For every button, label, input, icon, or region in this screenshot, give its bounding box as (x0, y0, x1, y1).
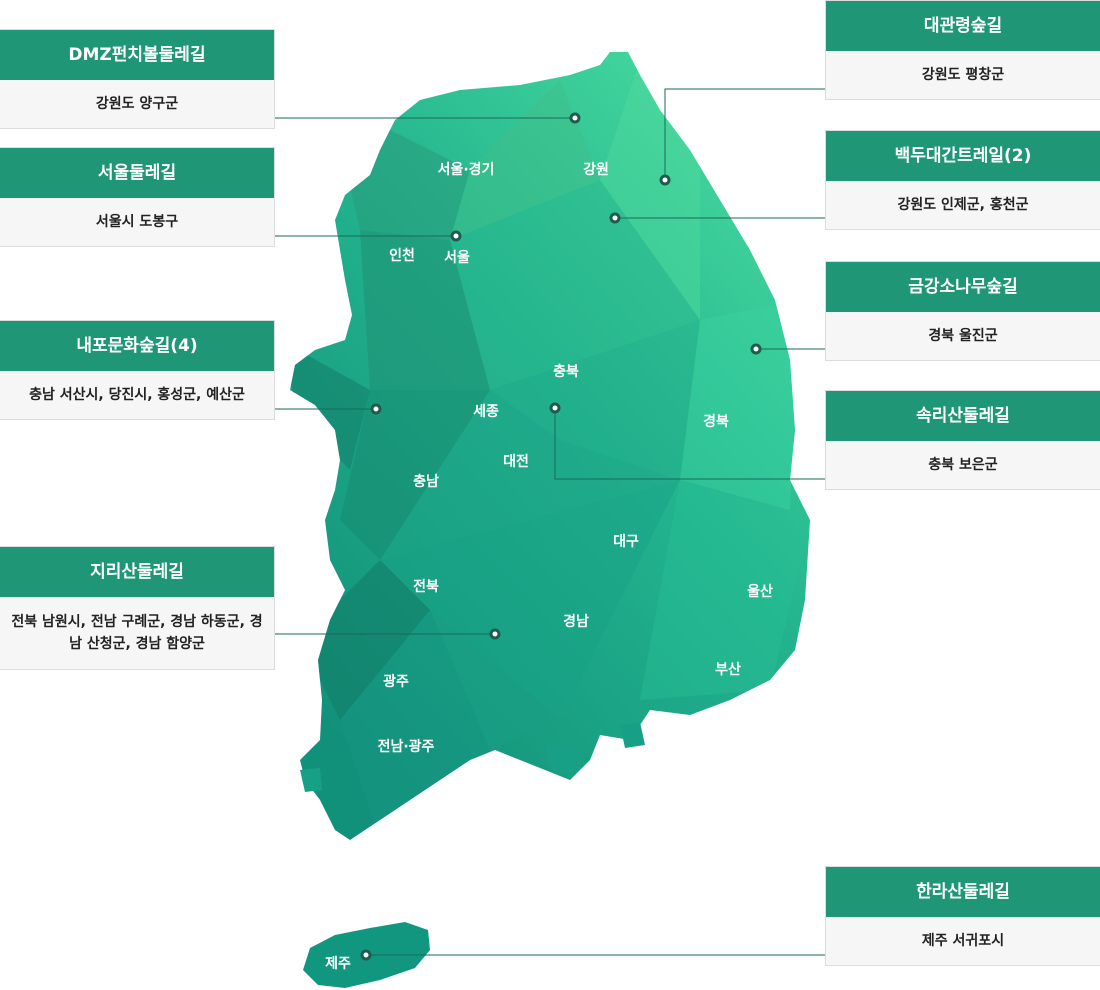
trail-name: DMZ펀치볼둘레길 (0, 30, 274, 80)
marker-naepo (370, 403, 382, 415)
region-labels: 서울·경기 강원 인천 서울 충북 세종 경북 대전 충남 대구 전북 울산 경… (325, 161, 773, 972)
region-busan: 부산 (715, 661, 741, 678)
region-jeju: 제주 (325, 956, 351, 972)
trail-card-dmz[interactable]: DMZ펀치볼둘레길 강원도 양구군 (0, 30, 274, 128)
region-chungbuk: 충북 (553, 364, 579, 380)
trail-name: 속리산둘레길 (826, 391, 1100, 441)
trail-location: 제주 서귀포시 (921, 933, 1005, 949)
region-incheon: 인천 (389, 247, 415, 264)
region-seoul-gyeonggi: 서울·경기 (438, 161, 495, 178)
region-gwangju: 광주 (383, 673, 409, 690)
trail-markers (360, 112, 762, 961)
marker-hallasan (360, 949, 372, 961)
marker-geumgang (750, 343, 762, 355)
marker-jirisan (489, 628, 501, 640)
trail-location: 강원도 평창군 (921, 67, 1005, 83)
trail-card-geumgang[interactable]: 금강소나무숲길 경북 울진군 (826, 262, 1100, 360)
trail-card-hallasan[interactable]: 한라산둘레길 제주 서귀포시 (826, 867, 1100, 965)
region-gangwon: 강원 (583, 161, 609, 178)
region-seoul: 서울 (444, 249, 470, 266)
region-ulsan: 울산 (747, 583, 773, 600)
region-daegu: 대구 (613, 534, 639, 550)
trail-location: 충북 보은군 (928, 457, 998, 473)
marker-baekdu (609, 212, 621, 224)
trail-card-seoul[interactable]: 서울둘레길 서울시 도봉구 (0, 148, 274, 246)
trail-name: 내포문화숲길(4) (0, 321, 274, 371)
region-jeonbuk: 전북 (413, 578, 439, 595)
trail-card-jirisan[interactable]: 지리산둘레길 전북 남원시, 전남 구례군, 경남 하동군, 경남 산청군, 경… (0, 547, 274, 669)
trail-name: 지리산둘레길 (0, 547, 274, 597)
trail-location: 강원도 양구군 (95, 96, 179, 112)
region-daejeon: 대전 (503, 453, 529, 470)
trail-name: 대관령숲길 (826, 1, 1100, 51)
trail-name: 백두대간트레일(2) (826, 131, 1100, 181)
marker-dmz (569, 112, 581, 124)
region-jeonnam-gwangju: 전남·광주 (378, 738, 435, 755)
marker-daegwallyeong (659, 174, 671, 186)
map-facets (290, 60, 810, 840)
trail-card-naepo[interactable]: 내포문화숲길(4) 충남 서산시, 당진시, 홍성군, 예산군 (0, 321, 274, 419)
trail-location: 강원도 인제군, 홍천군 (897, 197, 1029, 213)
trail-name: 한라산둘레길 (826, 867, 1100, 917)
region-gyeongnam: 경남 (563, 613, 589, 630)
region-chungnam: 충남 (413, 473, 439, 490)
trail-location: 서울시 도봉구 (95, 214, 179, 230)
region-gyeongbuk: 경북 (703, 413, 729, 430)
region-sejong: 세종 (473, 404, 499, 420)
southern-islands (300, 722, 645, 792)
trail-card-baekdu[interactable]: 백두대간트레일(2) 강원도 인제군, 홍천군 (826, 131, 1100, 229)
trail-name: 금강소나무숲길 (826, 262, 1100, 312)
trail-card-daegwallyeong[interactable]: 대관령숲길 강원도 평창군 (826, 1, 1100, 99)
trail-location: 전북 남원시, 전남 구례군, 경남 하동군, 경남 산청군, 경남 함양군 (11, 614, 263, 652)
mainland (290, 52, 810, 840)
marker-songnisan (549, 402, 561, 414)
connector-lines (274, 88, 826, 956)
trail-location: 충남 서산시, 당진시, 홍성군, 예산군 (29, 387, 245, 403)
trail-card-songnisan[interactable]: 속리산둘레길 충북 보은군 (826, 391, 1100, 489)
trail-name: 서울둘레길 (0, 148, 274, 198)
marker-seoul (450, 230, 462, 242)
trail-location: 경북 울진군 (928, 328, 998, 344)
